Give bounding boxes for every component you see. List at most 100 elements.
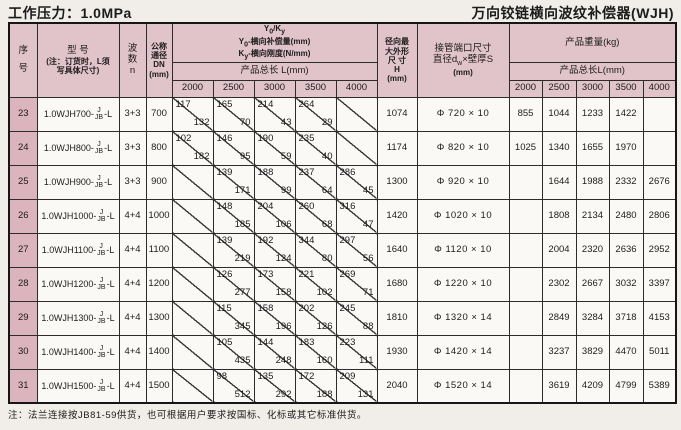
- yk-cell: 98 512: [212, 368, 255, 404]
- weight-cell: 2676: [642, 164, 677, 200]
- row-waves: 3+3: [118, 96, 147, 132]
- yk-stiffness-value: 95: [239, 151, 251, 162]
- yk-compensation-value: 135: [257, 370, 274, 382]
- yk-stiffness-value: 131: [357, 388, 374, 400]
- yk-subtitle-stiffness: Ky-横向刚度(N/mm): [238, 49, 311, 61]
- row-dn: 700: [145, 96, 173, 132]
- yk-cell: [171, 300, 214, 336]
- weight-cell: [508, 300, 543, 336]
- model-jb-stack: J JB: [97, 209, 106, 224]
- yk-compensation-value: 102: [175, 132, 192, 144]
- yk-stiffness-value: 435: [234, 355, 251, 366]
- yk-compensation-value: 105: [216, 336, 233, 348]
- yk-stiffness-value: 43: [280, 117, 292, 128]
- row-h: 1300: [376, 164, 418, 200]
- yk-stiffness-value: 40: [321, 151, 333, 162]
- yk-compensation-value: 214: [257, 98, 274, 110]
- row-h: 1810: [376, 300, 418, 336]
- table-row: 23 1.0WJH700- J JB -L 3+3 700 117 132 165 70 214 43 2…: [8, 96, 677, 132]
- yk-stiffness-value: 160: [316, 355, 333, 366]
- yk-stiffness-value: 277: [234, 287, 251, 298]
- yk-stiffness-value: 512: [234, 388, 251, 400]
- yk-stiffness-value: 88: [362, 321, 374, 332]
- weight-cell: 4209: [575, 368, 610, 404]
- row-waves: 4+4: [118, 368, 147, 404]
- weight-cell: [508, 232, 543, 268]
- table-row: 31 1.0WJH1500- J JB -L 4+4 1500 98 512 135 292 172 1…: [8, 368, 677, 404]
- yk-cell: [171, 334, 214, 370]
- table-row: 27 1.0WJH1100- J JB -L 4+4 1100 139 219 192 124 344…: [8, 232, 677, 268]
- col-header-weight: 产品重量(kg): [508, 22, 677, 63]
- yk-compensation-value: 98: [216, 370, 228, 382]
- yk-stiffness-value: 56: [362, 253, 374, 264]
- yk-cell: 235 40: [294, 130, 337, 166]
- model-jb-stack: J JB: [97, 345, 106, 360]
- yk-stiffness-value: 171: [234, 185, 251, 196]
- yk-cell: 269 71: [335, 266, 378, 302]
- weight-cell: 3829: [575, 334, 610, 370]
- yk-compensation-value: 165: [216, 98, 233, 110]
- pipe-header-line2: 直径dw×壁厚S: [432, 53, 494, 67]
- row-dn: 1000: [145, 198, 173, 234]
- yk-cell: [171, 266, 214, 302]
- row-dn: 900: [145, 164, 173, 200]
- row-pipe: Φ 820 × 10: [416, 130, 510, 166]
- yk-title: Y0/Ky: [263, 24, 286, 36]
- model-suffix: -L: [106, 245, 115, 256]
- yk-compensation-value: 223: [339, 336, 356, 348]
- weight-length-label: 产品总长L(mm): [508, 61, 677, 81]
- yk-stiffness-value: 70: [239, 117, 251, 128]
- yk-cell: 221 102: [294, 266, 337, 302]
- model-header-line3: 写具体尺寸): [56, 65, 100, 75]
- dn-header-line4: (mm): [149, 69, 169, 79]
- row-model: 1.0WJH1400- J JB -L: [36, 334, 120, 370]
- weight-cell: 1340: [541, 130, 577, 166]
- weight-cell: 855: [508, 96, 543, 132]
- model-suffix: -L: [106, 211, 115, 222]
- yk-cell: 183 160: [294, 334, 337, 370]
- weight-cell: 1655: [575, 130, 610, 166]
- model-suffix: -L: [104, 109, 113, 120]
- weight-cell: 2806: [642, 198, 677, 234]
- weight-cell: 1644: [541, 164, 577, 200]
- yk-cell: [335, 96, 378, 132]
- yk-cell: 188 99: [253, 164, 296, 200]
- row-waves: 4+4: [118, 198, 147, 234]
- yk-stiffness-value: 71: [362, 287, 374, 298]
- row-dn: 800: [145, 130, 173, 166]
- col-header-serial: 序 号: [8, 22, 38, 98]
- yk-stiffness-value: 248: [275, 355, 292, 366]
- weight-cell: [508, 266, 543, 302]
- weight-cell: [508, 368, 543, 404]
- yk-cell: 297 56: [335, 232, 378, 268]
- yk-compensation-value: 117: [175, 98, 191, 110]
- row-h: 1640: [376, 232, 418, 268]
- yk-compensation-value: 297: [339, 234, 356, 246]
- col-header-waves: 波 数 n: [118, 22, 147, 98]
- yk-cell: 260 68: [294, 198, 337, 234]
- weight-cell: 3619: [541, 368, 577, 404]
- yk-cell: 172 188: [294, 368, 337, 404]
- yk-compensation-value: 173: [257, 268, 274, 280]
- yk-compensation-value: 126: [216, 268, 233, 280]
- yk-stiffness-value: 102: [316, 287, 333, 298]
- row-h: 1680: [376, 266, 418, 302]
- model-prefix: 1.0WJH700-: [43, 109, 94, 120]
- h-header-line5: (mm): [387, 74, 407, 84]
- row-model: 1.0WJH1100- J JB -L: [36, 232, 120, 268]
- row-pipe: Φ 1420 × 14: [416, 334, 510, 370]
- yk-cell: 126 277: [212, 266, 255, 302]
- table-row: 26 1.0WJH1000- J JB -L 4+4 1000 148 185 204 106 260…: [8, 198, 677, 234]
- yk-stiffness-value: 124: [275, 253, 292, 264]
- row-waves: 4+4: [118, 334, 147, 370]
- model-prefix: 1.0WJH1400-: [41, 347, 97, 358]
- table-row: 25 1.0WJH900- J JB -L 3+3 900 139 171 188 99 237 64 2…: [8, 164, 677, 200]
- weight-cell: 3718: [608, 300, 644, 336]
- working-pressure-title: 工作压力：1.0MPa: [8, 5, 132, 21]
- yk-compensation-value: 316: [339, 200, 356, 212]
- h-header-line4: H: [394, 65, 400, 75]
- row-h: 1420: [376, 198, 418, 234]
- weight-cell: 2667: [575, 266, 610, 302]
- waves-header-line2: 数: [127, 54, 138, 65]
- col-header-dn: 公称 通径 DN (mm): [145, 22, 173, 98]
